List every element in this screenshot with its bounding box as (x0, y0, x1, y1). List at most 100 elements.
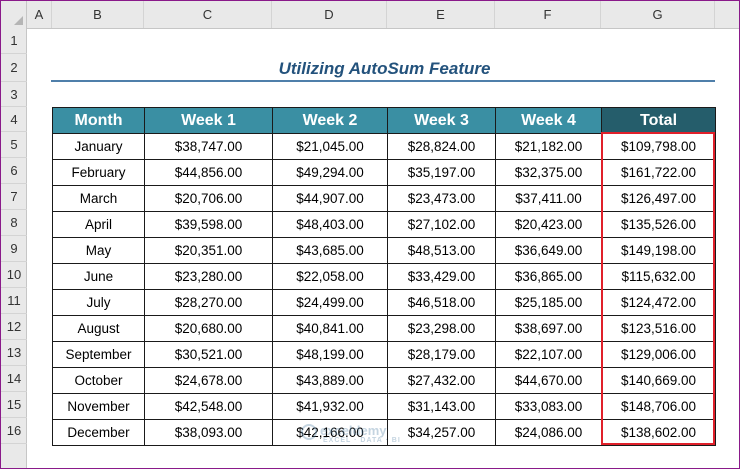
week-1-cell[interactable]: $24,678.00 (144, 367, 273, 394)
total-cell[interactable]: $161,722.00 (601, 159, 716, 186)
month-cell[interactable]: October (52, 367, 145, 394)
week-1-cell[interactable]: $28,270.00 (144, 289, 273, 316)
total-cell[interactable]: $129,006.00 (601, 341, 716, 368)
month-cell[interactable]: August (52, 315, 145, 342)
month-cell[interactable]: January (52, 133, 145, 160)
month-cell[interactable]: April (52, 211, 145, 238)
month-cell[interactable]: May (52, 237, 145, 264)
week-1-cell[interactable]: $23,280.00 (144, 263, 273, 290)
week-2-cell[interactable]: $24,499.00 (272, 289, 388, 316)
month-cell[interactable]: December (52, 419, 145, 446)
month-cell[interactable]: June (52, 263, 145, 290)
select-all-corner[interactable] (1, 1, 27, 28)
week-2-cell[interactable]: $43,889.00 (272, 367, 388, 394)
week-3-cell[interactable]: $27,102.00 (387, 211, 496, 238)
row-header[interactable]: 16 (1, 418, 27, 444)
header-total[interactable]: Total (601, 107, 716, 134)
column-header-d[interactable]: D (272, 1, 387, 28)
column-header-e[interactable]: E (387, 1, 495, 28)
month-cell[interactable]: November (52, 393, 145, 420)
week-4-cell[interactable]: $33,083.00 (495, 393, 602, 420)
total-cell[interactable]: $148,706.00 (601, 393, 716, 420)
row-header[interactable]: 11 (1, 288, 27, 314)
week-2-cell[interactable]: $44,907.00 (272, 185, 388, 212)
week-3-cell[interactable]: $35,197.00 (387, 159, 496, 186)
total-cell[interactable]: $138,602.00 (601, 419, 716, 446)
row-header[interactable]: 10 (1, 262, 27, 288)
week-2-cell[interactable]: $41,932.00 (272, 393, 388, 420)
column-header-b[interactable]: B (52, 1, 144, 28)
row-header[interactable]: 12 (1, 314, 27, 340)
row-header[interactable]: 2 (1, 54, 27, 82)
row-header[interactable]: 8 (1, 210, 27, 236)
week-3-cell[interactable]: $34,257.00 (387, 419, 496, 446)
week-2-cell[interactable]: $40,841.00 (272, 315, 388, 342)
total-cell[interactable]: $135,526.00 (601, 211, 716, 238)
column-header-g[interactable]: G (601, 1, 715, 28)
week-1-cell[interactable]: $30,521.00 (144, 341, 273, 368)
total-cell[interactable]: $126,497.00 (601, 185, 716, 212)
column-header-c[interactable]: C (144, 1, 272, 28)
week-3-cell[interactable]: $48,513.00 (387, 237, 496, 264)
week-4-cell[interactable]: $37,411.00 (495, 185, 602, 212)
week-1-cell[interactable]: $38,747.00 (144, 133, 273, 160)
row-header[interactable]: 3 (1, 82, 27, 107)
header-week-1[interactable]: Week 1 (144, 107, 273, 134)
month-cell[interactable]: July (52, 289, 145, 316)
week-3-cell[interactable]: $31,143.00 (387, 393, 496, 420)
row-header[interactable]: 15 (1, 392, 27, 418)
header-week-3[interactable]: Week 3 (387, 107, 496, 134)
row-header[interactable]: 9 (1, 236, 27, 262)
week-1-cell[interactable]: $20,351.00 (144, 237, 273, 264)
total-cell[interactable]: $123,516.00 (601, 315, 716, 342)
week-4-cell[interactable]: $24,086.00 (495, 419, 602, 446)
month-cell[interactable]: March (52, 185, 145, 212)
week-3-cell[interactable]: $27,432.00 (387, 367, 496, 394)
total-cell[interactable]: $115,632.00 (601, 263, 716, 290)
week-2-cell[interactable]: $48,199.00 (272, 341, 388, 368)
header-week-4[interactable]: Week 4 (495, 107, 602, 134)
week-2-cell[interactable]: $22,058.00 (272, 263, 388, 290)
total-cell[interactable]: $140,669.00 (601, 367, 716, 394)
row-header[interactable]: 14 (1, 366, 27, 392)
row-header[interactable]: 1 (1, 28, 27, 54)
week-4-cell[interactable]: $36,649.00 (495, 237, 602, 264)
week-3-cell[interactable]: $23,473.00 (387, 185, 496, 212)
week-4-cell[interactable]: $44,670.00 (495, 367, 602, 394)
header-week-2[interactable]: Week 2 (272, 107, 388, 134)
week-3-cell[interactable]: $23,298.00 (387, 315, 496, 342)
sheet-title[interactable]: Utilizing AutoSum Feature (278, 59, 491, 78)
row-header[interactable]: 4 (1, 107, 27, 132)
week-4-cell[interactable]: $20,423.00 (495, 211, 602, 238)
week-2-cell[interactable]: $48,403.00 (272, 211, 388, 238)
week-4-cell[interactable]: $36,865.00 (495, 263, 602, 290)
month-cell[interactable]: September (52, 341, 145, 368)
row-header[interactable]: 6 (1, 158, 27, 184)
month-cell[interactable]: February (52, 159, 145, 186)
week-4-cell[interactable]: $22,107.00 (495, 341, 602, 368)
week-4-cell[interactable]: $21,182.00 (495, 133, 602, 160)
week-2-cell[interactable]: $49,294.00 (272, 159, 388, 186)
week-2-cell[interactable]: $42,166.00 (272, 419, 388, 446)
week-3-cell[interactable]: $33,429.00 (387, 263, 496, 290)
week-4-cell[interactable]: $32,375.00 (495, 159, 602, 186)
header-month[interactable]: Month (52, 107, 145, 134)
column-header-f[interactable]: F (495, 1, 601, 28)
week-1-cell[interactable]: $20,706.00 (144, 185, 273, 212)
row-header[interactable]: 5 (1, 132, 27, 158)
week-4-cell[interactable]: $25,185.00 (495, 289, 602, 316)
total-cell[interactable]: $149,198.00 (601, 237, 716, 264)
week-2-cell[interactable]: $21,045.00 (272, 133, 388, 160)
total-cell[interactable]: $124,472.00 (601, 289, 716, 316)
week-2-cell[interactable]: $43,685.00 (272, 237, 388, 264)
week-3-cell[interactable]: $28,824.00 (387, 133, 496, 160)
week-1-cell[interactable]: $44,856.00 (144, 159, 273, 186)
total-cell[interactable]: $109,798.00 (601, 133, 716, 160)
row-header[interactable]: 13 (1, 340, 27, 366)
week-3-cell[interactable]: $46,518.00 (387, 289, 496, 316)
week-1-cell[interactable]: $20,680.00 (144, 315, 273, 342)
column-header-a[interactable]: A (27, 1, 52, 28)
week-1-cell[interactable]: $42,548.00 (144, 393, 273, 420)
week-3-cell[interactable]: $28,179.00 (387, 341, 496, 368)
row-header[interactable]: 7 (1, 184, 27, 210)
